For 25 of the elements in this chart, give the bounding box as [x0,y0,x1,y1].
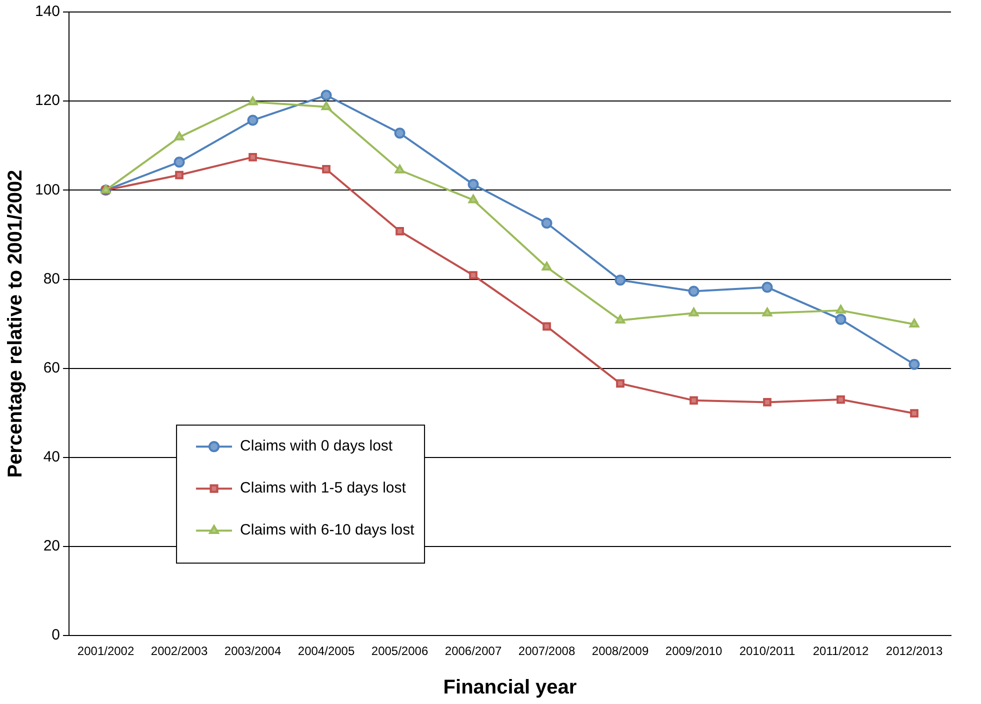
x-tick-label: 2004/2005 [298,644,355,658]
x-tick-label: 2003/2004 [224,644,282,658]
x-tick-label: 2001/2002 [77,644,134,658]
y-tick-label: 140 [34,3,60,20]
y-tick-label: 60 [43,359,60,376]
y-tick-label: 120 [34,92,60,110]
y-tick-label: 40 [43,448,60,466]
x-tick-label: 2009/2010 [665,644,722,658]
legend-label: Claims with 1-5 days lost [240,480,407,497]
x-tick-label: 2005/2006 [371,644,428,658]
y-tick-label: 100 [34,181,60,198]
y-tick-label: 0 [52,626,60,644]
x-tick-label: 2008/2009 [592,644,649,658]
x-tick-label: 2010/2011 [739,644,796,658]
legend-label: Claims with 0 days lost [240,438,394,455]
x-tick-label: 2012/2013 [886,644,943,658]
y-axis-title: Percentage relative to 2001/2002 [4,170,27,478]
x-tick-label: 2011/2012 [812,644,869,658]
y-tick-label: 20 [43,538,60,555]
x-tick-label: 2002/2003 [150,644,208,658]
legend-label: Claims with 6-10 days lost [240,522,416,539]
x-tick-label: 2007/2008 [518,644,576,658]
x-axis-title: Financial year [443,676,577,699]
x-tick-label: 2006/2007 [444,644,502,658]
y-tick-label: 80 [43,270,60,288]
